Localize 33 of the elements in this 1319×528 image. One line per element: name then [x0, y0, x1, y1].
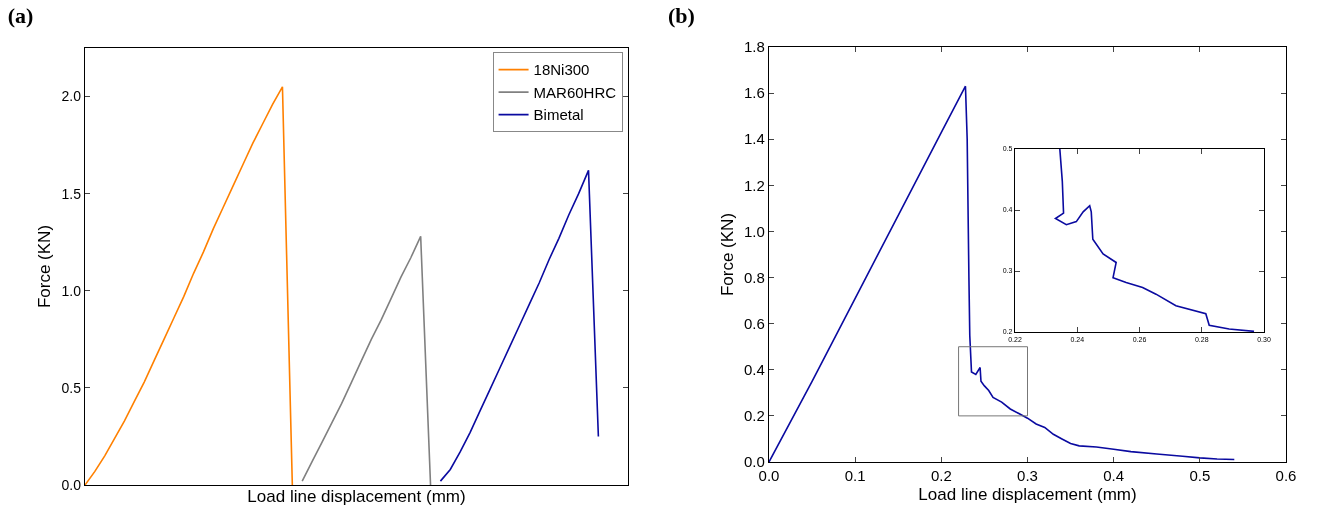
line-series	[439, 169, 600, 482]
line-series	[301, 235, 432, 485]
x-tick-label: 0.6	[1275, 467, 1297, 485]
legend-label: 18Ni300	[533, 61, 590, 79]
y-tick-label: 1.0	[61, 282, 82, 299]
x-tick-label: 0.3	[1017, 467, 1038, 485]
legend-label: Bimetal	[533, 106, 584, 124]
y-tick-label: 0.8	[743, 268, 765, 286]
y-tick-label: 0.4	[743, 361, 765, 379]
y-tick-label: 2.0	[61, 88, 82, 105]
line-series	[85, 86, 294, 485]
x-axis-title: Load line displacement (mm)	[918, 484, 1137, 504]
y-tick-label: 1.8	[743, 38, 765, 56]
line-series	[769, 85, 1236, 462]
chart-title: (b)	[667, 3, 695, 29]
y-tick-label: 0.6	[743, 314, 765, 332]
y-axis-title: Force (KN)	[717, 212, 737, 297]
y-tick-label: 1.6	[743, 84, 765, 102]
y-tick-label: 0.5	[61, 379, 82, 396]
y-axis-title: Force (KN)	[35, 224, 55, 309]
y-tick-label: 1.2	[743, 176, 765, 194]
x-tick-label: 0.4	[1103, 467, 1125, 485]
y-tick-label: 1.4	[743, 130, 765, 148]
x-axis-title: Load line displacement (mm)	[247, 486, 466, 506]
x-tick-label: 0.1	[844, 467, 866, 485]
legend-label: MAR60HRC	[533, 83, 617, 101]
y-tick-label: 0.2	[743, 407, 765, 425]
y-tick-label: 1.5	[61, 185, 82, 202]
x-tick-label: 0.2	[930, 467, 952, 485]
y-tick-label: 1.0	[743, 222, 765, 240]
chart-title: (a)	[7, 3, 34, 29]
x-tick-label: 0.5	[1189, 467, 1211, 485]
line-series	[1054, 149, 1255, 332]
